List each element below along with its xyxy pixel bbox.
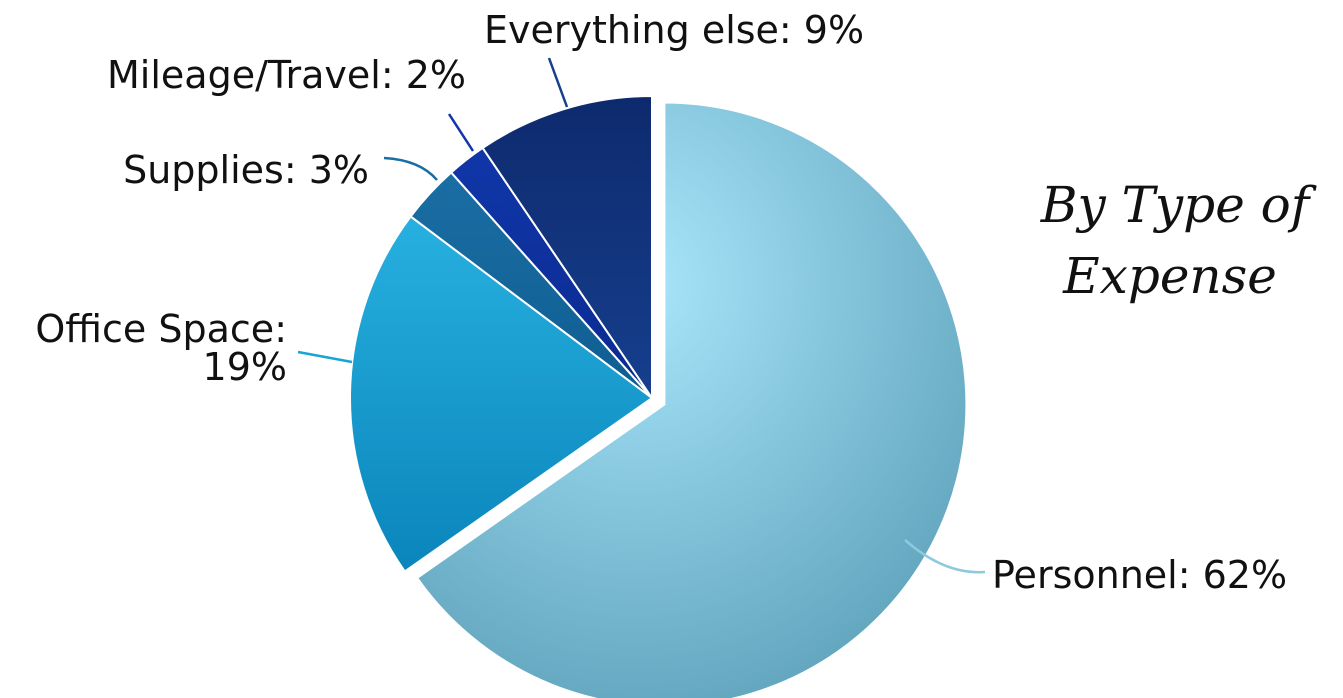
chart-title-line-1: By Type of — [1040, 176, 1317, 234]
slice-labels: Personnel: 62% Office Space: 19% Supplies… — [35, 8, 1287, 597]
slice-label-personnel: Personnel: 62% — [992, 553, 1287, 597]
pie-slice-office-space — [349, 215, 654, 573]
slice-label-mileage-travel: Mileage/Travel: 2% — [107, 53, 466, 97]
slice-label-everything-else: Everything else: 9% — [484, 8, 864, 52]
slice-label-office-space-line-1: Office Space: — [35, 307, 287, 351]
pie-slice-personnel — [415, 101, 968, 698]
leader-supplies — [383, 156, 438, 181]
chart-title-line-2: Expense — [1062, 247, 1277, 305]
pie-slice-everything-else — [481, 94, 653, 402]
leader-lines — [297, 57, 986, 574]
leader-office-space — [297, 350, 353, 364]
chart-title: By Type of Expense — [1040, 176, 1317, 305]
leader-mileage-travel — [447, 113, 475, 152]
pie-slices — [349, 94, 968, 698]
slice-label-office-space: Office Space: 19% — [35, 307, 287, 389]
leader-personnel — [904, 539, 986, 574]
leader-everything-else — [547, 57, 569, 108]
slice-label-supplies: Supplies: 3% — [123, 148, 369, 192]
slice-label-office-space-line-2: 19% — [203, 345, 287, 389]
